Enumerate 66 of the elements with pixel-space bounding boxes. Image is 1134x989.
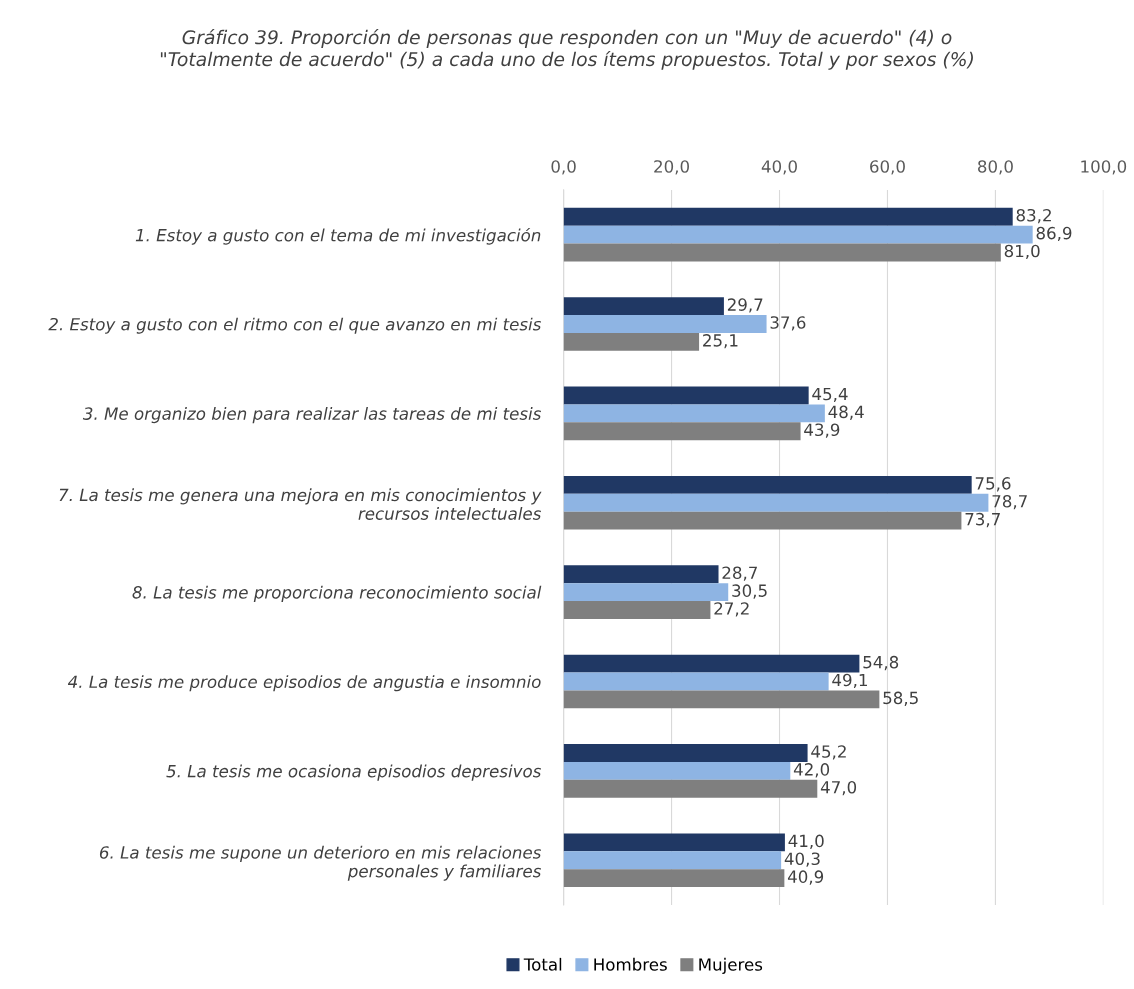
data-label: 25,1: [703, 334, 738, 349]
bar: [563, 761, 791, 780]
data-label: 29,7: [727, 298, 763, 313]
data-label: 58,5: [883, 691, 918, 706]
bar: [563, 297, 724, 316]
data-label: 45,2: [811, 745, 846, 760]
bar: [563, 690, 880, 709]
bar: [563, 779, 818, 798]
data-label: 27,2: [714, 602, 749, 617]
y-tick-label: 2. Estoy a gusto con el ritmo con el que avanzo en mi tesis: [48, 317, 542, 334]
x-tick-label: 20,0: [654, 160, 689, 175]
data-label: 73,7: [965, 512, 1000, 528]
bar: [563, 583, 729, 602]
chart-title: Gráfico 39. Proporción de personas que responden con un "Muy de acuerdo" (4) o "Totalmente de acuerdo" (5) a cada uno de los ítems propuestos. Total y por sexos (%): [160, 29, 973, 70]
y-tick-label: 3. Me organizo bien para realizar las tareas de mi tesis: [82, 407, 542, 424]
bar: [563, 243, 1001, 262]
y-tick-label: 1. Estoy a gusto con el tema de mi investigación: [135, 227, 541, 245]
x-tick-label: 60,0: [870, 160, 905, 175]
bar: [563, 851, 782, 870]
legend-label: Mujeres: [699, 957, 763, 974]
y-tick-label: 6. La tesis me supone un deterioro en mis relaciones personales y familiares: [99, 845, 542, 881]
y-tick-label: 7. La tesis me genera una mejora en mis conocimientos y recursos intelectuales: [59, 488, 542, 520]
y-tick-label: 8. La tesis me proporciona reconocimiento social: [132, 585, 542, 602]
data-label: 41,0: [788, 834, 824, 849]
bar: [563, 315, 767, 333]
legend-label: Total: [523, 957, 562, 971]
data-label: 49,1: [832, 673, 867, 689]
x-tick-label: 100,0: [1081, 160, 1127, 175]
data-label: 86,9: [1036, 226, 1072, 242]
data-label: 37,6: [770, 316, 806, 331]
data-label: 40,3: [784, 852, 820, 867]
data-label: 81,0: [1004, 244, 1040, 259]
x-tick-label: 80,0: [978, 160, 1013, 175]
bar: [563, 332, 700, 351]
data-label: 78,7: [992, 494, 1027, 510]
data-label: 48,4: [828, 405, 864, 420]
data-label: 75,6: [975, 477, 1011, 492]
data-label: 54,8: [863, 655, 899, 671]
bar: [563, 475, 972, 494]
bar: [563, 207, 1013, 226]
data-label: 47,0: [820, 780, 857, 796]
bar: [563, 386, 809, 405]
bar: [563, 565, 719, 584]
bar: [563, 225, 1033, 244]
x-tick-label: 40,0: [761, 160, 797, 175]
bar: [563, 744, 808, 762]
data-label: 43,9: [804, 423, 840, 438]
data-label: 28,7: [722, 566, 757, 581]
y-tick-label: 5. La tesis me ocasiona episodios depresivos: [166, 764, 542, 781]
bar: [563, 422, 801, 441]
data-label: 42,0: [793, 763, 830, 778]
data-label: 40,9: [787, 870, 824, 885]
data-label: 30,5: [732, 584, 767, 599]
data-label: 45,4: [812, 387, 848, 402]
bar: [563, 833, 785, 852]
bar: [563, 493, 989, 512]
x-tick-label: 0,0: [551, 160, 576, 175]
bar: [563, 869, 785, 888]
bar: [563, 654, 860, 673]
data-label: 83,2: [1016, 208, 1051, 224]
y-tick-label: 4. La tesis me produce episodios de angustia e insomnio: [67, 675, 541, 692]
bar: [563, 601, 711, 619]
bar: [563, 672, 829, 691]
legend-label: Hombres: [594, 957, 667, 971]
bar: [563, 511, 962, 530]
bar: [563, 404, 825, 423]
